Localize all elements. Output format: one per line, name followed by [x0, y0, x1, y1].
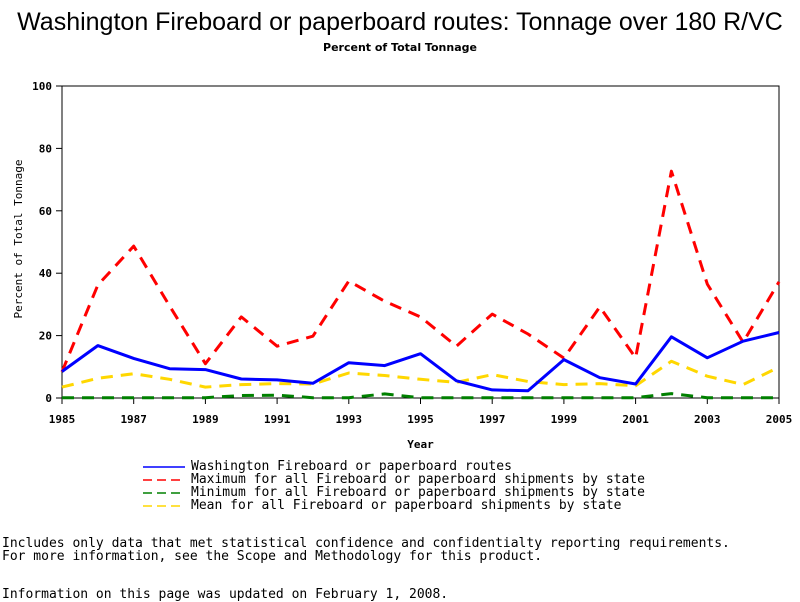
x-tick-label: 1987 — [120, 413, 147, 426]
y-tick-label: 100 — [32, 80, 52, 93]
x-tick-label: 2003 — [694, 413, 721, 426]
legend-swatch-washington — [143, 466, 185, 468]
series-line-mean — [61, 359, 780, 389]
x-tick-label: 1985 — [49, 413, 76, 426]
legend-swatch-mean — [143, 505, 185, 507]
series-line-maximum — [60, 169, 781, 373]
footnote-updated: Information on this page was updated on … — [2, 587, 449, 602]
legend-swatch-maximum — [143, 479, 185, 481]
legend-label-washington: Washington Fireboard or paperboard route… — [191, 459, 512, 474]
legend-entry-minimum: Minimum for all Fireboard or paperboard … — [143, 486, 645, 499]
legend-label-minimum: Minimum for all Fireboard or paperboard … — [191, 485, 645, 500]
x-tick-label: 1997 — [479, 413, 506, 426]
chart-title: Washington Fireboard or paperboard route… — [17, 8, 783, 36]
chart-subtitle: Percent of Total Tonnage — [323, 41, 477, 54]
y-tick-label: 80 — [39, 142, 52, 155]
x-tick-label: 1999 — [551, 413, 578, 426]
legend-entry-mean: Mean for all Fireboard or paperboard shi… — [143, 499, 645, 512]
plot-frame — [61, 85, 780, 399]
series-line-washington — [61, 331, 780, 393]
chart-legend: Washington Fireboard or paperboard route… — [143, 460, 645, 512]
footnote-confidence: Includes only data that met statistical … — [2, 536, 730, 551]
x-axis-label: Year — [407, 438, 434, 451]
footnote-methodology: For more information, see the Scope and … — [2, 549, 543, 564]
legend-label-maximum: Maximum for all Fireboard or paperboard … — [191, 472, 645, 487]
y-axis-label: Percent of Total Tonnage — [12, 160, 25, 319]
legend-entry-maximum: Maximum for all Fireboard or paperboard … — [143, 473, 645, 486]
x-tick-label: 1995 — [407, 413, 434, 426]
x-tick-label: 2005 — [766, 413, 793, 426]
legend-label-mean: Mean for all Fireboard or paperboard shi… — [191, 498, 622, 513]
legend-swatch-minimum — [143, 492, 185, 494]
x-tick-label: 1993 — [336, 413, 363, 426]
y-tick-label: 60 — [39, 205, 52, 218]
y-tick-label: 0 — [45, 392, 52, 405]
x-tick-label: 1989 — [192, 413, 219, 426]
y-tick-label: 20 — [39, 330, 52, 343]
x-tick-label: 2001 — [622, 413, 649, 426]
x-tick-label: 1991 — [264, 413, 291, 426]
line-chart: 0 20 40 60 80 100 1985 1987 1989 1991 1993 1995 1997… — [12, 80, 793, 451]
series-line-minimum — [62, 392, 779, 400]
y-tick-label: 40 — [39, 267, 52, 280]
legend-entry-washington: Washington Fireboard or paperboard route… — [143, 460, 645, 473]
